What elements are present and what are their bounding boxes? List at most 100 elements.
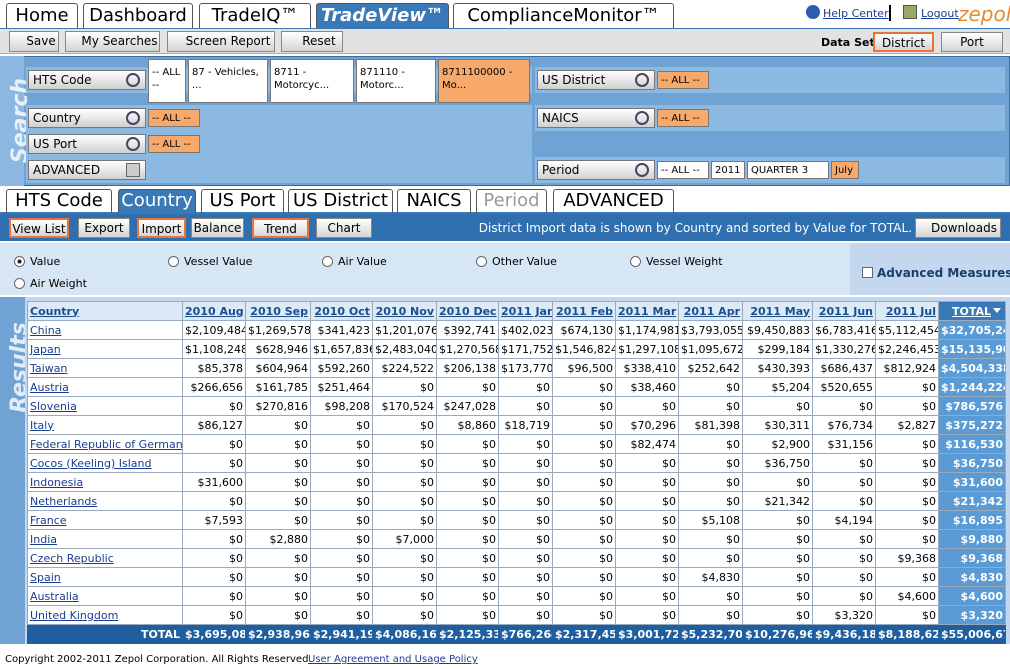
action-button[interactable]: Export — [78, 218, 130, 238]
radio[interactable] — [168, 256, 179, 267]
country-link[interactable]: India — [27, 529, 183, 549]
total-value: $2,941,191 — [310, 624, 373, 644]
value-cell: $30,311 — [742, 415, 813, 435]
downloads-button[interactable]: Downloads — [915, 218, 1001, 238]
column-header[interactable]: 2010 Aug — [182, 301, 246, 321]
filter-value[interactable]: -- ALL -- — [657, 71, 709, 89]
nav-tab[interactable]: Home — [6, 3, 78, 28]
country-link[interactable]: Federal Republic of Germany — [27, 434, 183, 454]
action-button[interactable]: Trend — [252, 218, 309, 238]
filter-value[interactable]: July — [831, 161, 859, 179]
help-link[interactable]: Help Center — [823, 7, 889, 20]
toolbar-button[interactable]: Save — [9, 31, 59, 52]
radio-label[interactable]: Value — [30, 255, 61, 268]
filter-value[interactable]: 87 - Vehicles, ... — [188, 59, 268, 103]
field-button[interactable]: Country — [28, 108, 146, 128]
data-row: Slovenia $0 $270,816 $98,208 $170,524 $247,02… — [27, 396, 1006, 416]
column-header[interactable]: 2011 May — [742, 301, 813, 321]
filter-value[interactable]: -- ALL -- — [657, 109, 709, 127]
view-tab[interactable]: HTS Code — [6, 189, 112, 213]
checkbox[interactable] — [862, 267, 873, 278]
field-button[interactable]: ADVANCED — [28, 160, 146, 180]
value-cell: $98,208 — [310, 396, 373, 416]
view-tab[interactable]: NAICS — [397, 189, 471, 213]
action-button[interactable]: View List — [9, 218, 69, 238]
toolbar-button[interactable]: My Searches — [65, 31, 160, 52]
toolbar-button[interactable]: Reset — [281, 31, 343, 52]
view-tab[interactable]: Country — [118, 189, 196, 213]
country-link[interactable]: United Kingdom — [27, 605, 183, 625]
value-cell: $0 — [875, 491, 939, 511]
logout-link[interactable]: Logout — [921, 7, 959, 20]
field-button[interactable]: NAICS — [537, 108, 655, 128]
radio-label[interactable]: Air Weight — [30, 277, 87, 290]
country-link[interactable]: Cocos (Keeling) Island — [27, 453, 183, 473]
total-value: $2,938,969 — [245, 624, 311, 644]
filter-value[interactable]: -- ALL -- — [148, 135, 200, 153]
radio[interactable] — [630, 256, 641, 267]
footer-link[interactable]: User Agreement and Usage Policy — [308, 654, 478, 665]
filter-value[interactable]: QUARTER 3 — [747, 161, 829, 179]
country-link[interactable]: Czech Republic — [27, 548, 183, 568]
column-header[interactable]: TOTAL — [938, 301, 1006, 321]
field-button[interactable]: HTS Code — [28, 70, 146, 90]
column-header[interactable]: 2011 Apr — [678, 301, 743, 321]
column-header[interactable]: 2011 Mar — [615, 301, 679, 321]
filter-value[interactable]: 871110 - Motorc... — [356, 59, 436, 103]
checkbox-label[interactable]: Advanced Measures — [877, 266, 1010, 280]
column-header[interactable]: 2011 Jan — [498, 301, 553, 321]
country-link[interactable]: Austria — [27, 377, 183, 397]
view-tab[interactable]: ADVANCED — [553, 189, 674, 213]
column-header[interactable]: Country — [27, 301, 183, 321]
column-header[interactable]: 2010 Sep — [245, 301, 311, 321]
country-link[interactable]: Spain — [27, 567, 183, 587]
column-header[interactable]: 2010 Dec — [436, 301, 499, 321]
nav-tab[interactable]: ComplianceMonitor™ — [453, 3, 674, 28]
country-link[interactable]: Australia — [27, 586, 183, 606]
country-link[interactable]: Taiwan — [27, 358, 183, 378]
country-link[interactable]: Indonesia — [27, 472, 183, 492]
nav-tab[interactable]: Dashboard — [83, 3, 193, 28]
column-header[interactable]: 2011 Jun — [812, 301, 876, 321]
column-header[interactable]: 2011 Jul — [875, 301, 939, 321]
radio[interactable] — [476, 256, 487, 267]
value-cell: $85,378 — [182, 358, 246, 378]
radio[interactable] — [14, 278, 25, 289]
nav-tab[interactable]: TradeIQ™ — [199, 3, 311, 28]
column-header[interactable]: 2010 Nov — [372, 301, 437, 321]
radio-label[interactable]: Other Value — [492, 255, 557, 268]
data-set-button[interactable]: District — [873, 32, 934, 52]
radio[interactable] — [322, 256, 333, 267]
filter-value[interactable]: 8711100000 - Mo... — [438, 59, 530, 103]
field-button[interactable]: US Port — [28, 134, 146, 154]
data-set-button[interactable]: Port — [941, 32, 1003, 52]
filter-value[interactable]: -- ALL -- — [148, 109, 200, 127]
filter-value[interactable]: -- ALL -- — [148, 59, 186, 103]
country-link[interactable]: China — [27, 320, 183, 340]
view-tab[interactable]: US Port — [201, 189, 284, 213]
value-cell: $0 — [678, 529, 743, 549]
view-tab[interactable]: US District — [288, 189, 393, 213]
country-link[interactable]: Netherlands — [27, 491, 183, 511]
column-header[interactable]: 2010 Oct — [310, 301, 373, 321]
toolbar-button[interactable]: Screen Report — [167, 31, 275, 52]
value-cell: $0 — [615, 548, 679, 568]
filter-value[interactable]: 8711 - Motorcyc... — [270, 59, 354, 103]
radio-label[interactable]: Air Value — [338, 255, 387, 268]
action-button[interactable]: Import — [137, 218, 186, 238]
nav-tab[interactable]: TradeView™ — [316, 3, 449, 28]
radio-label[interactable]: Vessel Value — [184, 255, 253, 268]
column-header[interactable]: 2011 Feb — [552, 301, 616, 321]
country-link[interactable]: France — [27, 510, 183, 530]
country-link[interactable]: Italy — [27, 415, 183, 435]
filter-value[interactable]: -- ALL -- — [657, 161, 709, 179]
radio[interactable] — [14, 256, 25, 267]
country-link[interactable]: Japan — [27, 339, 183, 359]
filter-value[interactable]: 2011 — [711, 161, 745, 179]
radio-label[interactable]: Vessel Weight — [646, 255, 723, 268]
action-button[interactable]: Chart — [316, 218, 372, 238]
country-link[interactable]: Slovenia — [27, 396, 183, 416]
field-button[interactable]: Period — [537, 160, 655, 180]
action-button[interactable]: Balance — [191, 218, 244, 238]
field-button[interactable]: US District — [537, 70, 655, 90]
